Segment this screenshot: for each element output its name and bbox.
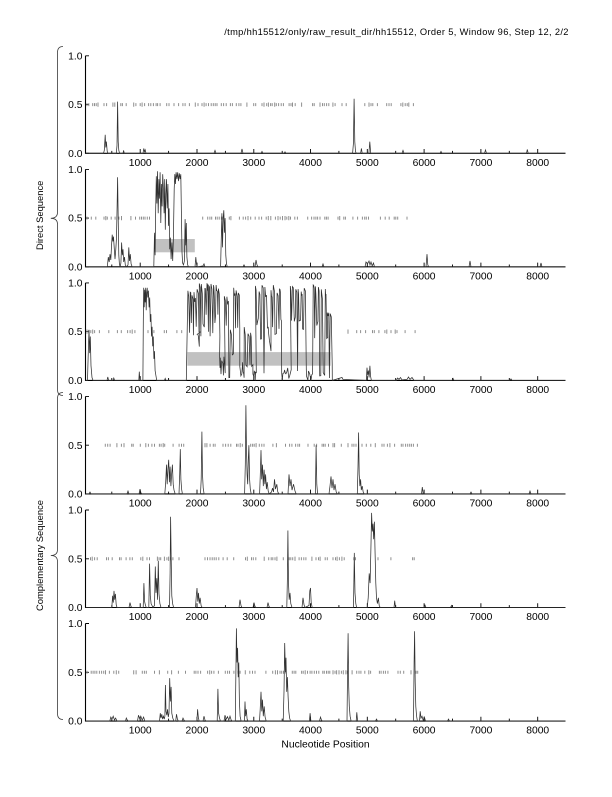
- svg-text:4000: 4000: [299, 385, 322, 396]
- svg-text:1.0: 1.0: [68, 392, 83, 403]
- svg-text:1000: 1000: [129, 158, 152, 169]
- svg-text:1.0: 1.0: [68, 165, 83, 176]
- svg-text:4000: 4000: [299, 726, 322, 737]
- svg-text:6000: 6000: [413, 158, 436, 169]
- svg-text:0.5: 0.5: [68, 327, 83, 338]
- svg-text:3000: 3000: [242, 385, 265, 396]
- svg-text:8000: 8000: [526, 158, 549, 169]
- svg-text:4000: 4000: [299, 158, 322, 169]
- svg-text:2000: 2000: [186, 612, 209, 623]
- svg-text:0.0: 0.0: [68, 717, 83, 728]
- svg-text:0.0: 0.0: [68, 263, 83, 274]
- svg-text:2000: 2000: [186, 272, 209, 283]
- svg-text:3000: 3000: [242, 158, 265, 169]
- svg-text:8000: 8000: [526, 612, 549, 623]
- svg-text:6000: 6000: [413, 726, 436, 737]
- svg-text:1000: 1000: [129, 272, 152, 283]
- svg-text:6000: 6000: [413, 499, 436, 510]
- svg-text:/tmp/hh15512/only/raw_result_d: /tmp/hh15512/only/raw_result_dir/hh15512…: [224, 27, 569, 37]
- svg-text:2000: 2000: [186, 499, 209, 510]
- svg-text:8000: 8000: [526, 726, 549, 737]
- svg-text:0.5: 0.5: [68, 214, 83, 225]
- svg-text:2000: 2000: [186, 726, 209, 737]
- svg-text:5000: 5000: [356, 385, 379, 396]
- svg-text:5000: 5000: [356, 499, 379, 510]
- svg-text:1.0: 1.0: [68, 506, 83, 517]
- svg-text:6000: 6000: [413, 612, 436, 623]
- svg-text:5000: 5000: [356, 272, 379, 283]
- svg-text:5000: 5000: [356, 726, 379, 737]
- svg-text:1.0: 1.0: [68, 619, 83, 630]
- svg-text:7000: 7000: [469, 158, 492, 169]
- svg-text:5000: 5000: [356, 612, 379, 623]
- svg-text:0.0: 0.0: [68, 376, 83, 387]
- svg-text:1000: 1000: [129, 726, 152, 737]
- svg-text:8000: 8000: [526, 499, 549, 510]
- svg-text:1.0: 1.0: [68, 51, 83, 62]
- svg-text:4000: 4000: [299, 272, 322, 283]
- svg-text:8000: 8000: [526, 385, 549, 396]
- svg-text:7000: 7000: [469, 726, 492, 737]
- svg-text:7000: 7000: [469, 612, 492, 623]
- svg-text:0.5: 0.5: [68, 441, 83, 452]
- svg-text:3000: 3000: [242, 726, 265, 737]
- svg-text:Nucleotide Position: Nucleotide Position: [281, 740, 369, 751]
- svg-text:0.0: 0.0: [68, 149, 83, 160]
- svg-text:7000: 7000: [469, 499, 492, 510]
- svg-text:Direct Sequence: Direct Sequence: [34, 181, 45, 250]
- svg-text:3000: 3000: [242, 499, 265, 510]
- svg-text:4000: 4000: [299, 499, 322, 510]
- svg-text:7000: 7000: [469, 272, 492, 283]
- svg-text:4000: 4000: [299, 612, 322, 623]
- svg-text:3000: 3000: [242, 612, 265, 623]
- svg-text:7000: 7000: [469, 385, 492, 396]
- svg-text:0.5: 0.5: [68, 668, 83, 679]
- svg-text:2000: 2000: [186, 158, 209, 169]
- svg-text:8000: 8000: [526, 272, 549, 283]
- svg-text:1000: 1000: [129, 385, 152, 396]
- svg-text:3000: 3000: [242, 272, 265, 283]
- svg-text:6000: 6000: [413, 385, 436, 396]
- svg-text:0.5: 0.5: [68, 554, 83, 565]
- svg-text:0.5: 0.5: [68, 100, 83, 111]
- svg-text:0.0: 0.0: [68, 603, 83, 614]
- svg-text:Complementary Sequence: Complementary Sequence: [34, 500, 45, 611]
- svg-text:1.0: 1.0: [68, 279, 83, 290]
- svg-text:6000: 6000: [413, 272, 436, 283]
- svg-text:0.0: 0.0: [68, 490, 83, 501]
- svg-text:5000: 5000: [356, 158, 379, 169]
- svg-text:1000: 1000: [129, 499, 152, 510]
- svg-text:2000: 2000: [186, 385, 209, 396]
- svg-text:1000: 1000: [129, 612, 152, 623]
